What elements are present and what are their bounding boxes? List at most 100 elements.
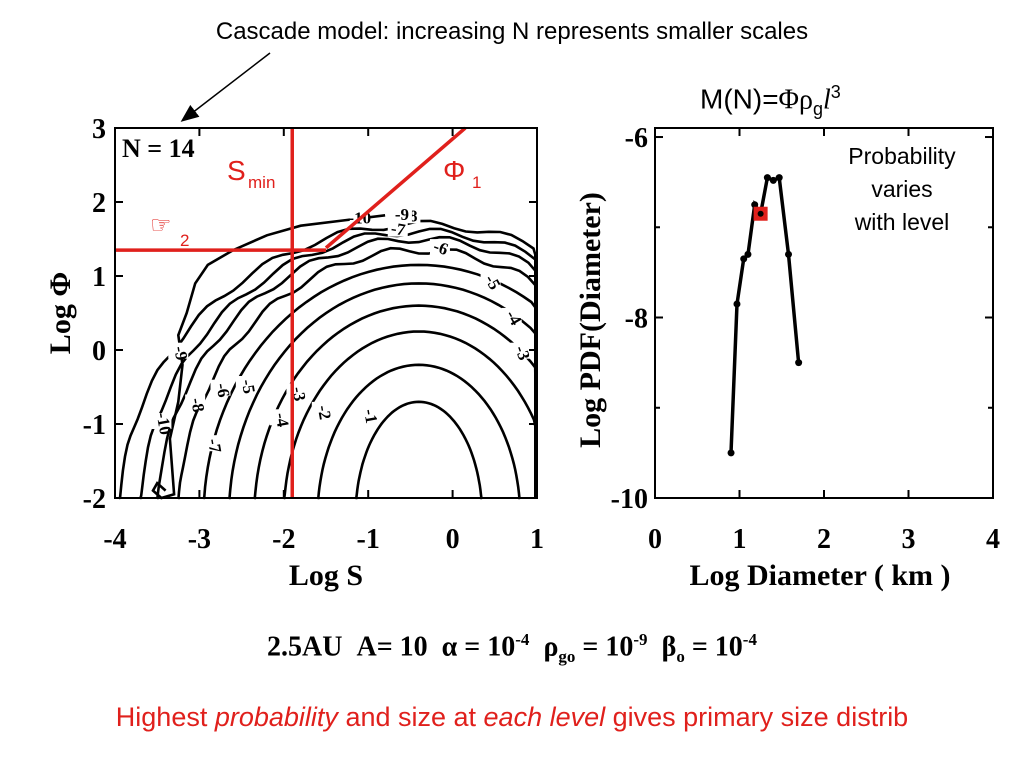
contour-label-bg [387,220,408,237]
contour-ylabel: Log Φ [44,272,77,354]
param-beta-eq: = 10 [684,631,743,663]
contour-ytick-label: 1 [92,262,106,293]
param-beta: β [661,631,677,663]
contour-label: -2 [314,404,335,421]
contour-xtick-label: -2 [272,524,295,555]
param-beta-exp: -4 [742,630,757,649]
contour-label-bg [185,394,206,411]
formula-prefix: M(N)= [700,83,779,115]
caption-arrow-line [180,52,271,122]
contour-ytick-label: -1 [83,410,106,441]
contour-xtick-label: 0 [446,524,460,555]
prob-note-line1: Probability [848,143,956,169]
contour-label-bg [501,307,522,324]
contour-label-bg [202,435,223,452]
phi1-label: Φ [443,155,465,186]
pdf-highlight-point [757,210,764,217]
contour-outer-boundary [151,214,386,500]
contour-label-bg [358,405,379,422]
pdf-point [733,300,741,308]
param-alpha: α = 10 [441,631,516,663]
contour-line [317,363,521,500]
top-caption: Cascade model: increasing N represents s… [215,18,809,45]
pdf-ytick-label: -8 [625,304,648,335]
contour-label-bg [168,342,189,359]
pdf-ticks: 0 1 2 3 4 -6 -8 -10 [611,123,1000,555]
param-au: 2.5AU [267,631,343,663]
pdf-point [769,176,777,184]
pdf-chart: 0 1 2 3 4 -6 -8 -10 Log Diameter ( km ) Log PDF… [574,123,1000,592]
contour-label: -7 [204,437,225,455]
pdf-ytick-label: -10 [611,484,648,515]
param-beta-sub: o [676,646,685,666]
pdf-xtick-label: 1 [733,524,747,555]
contour-line [355,400,483,500]
contour-label: -8 [187,396,208,413]
pdf-point [785,250,793,258]
pdf-frame [654,127,994,499]
contour-ytick-label: -2 [83,484,106,515]
pdf-xlabel: Log Diameter ( km ) [689,559,950,592]
pdf-ytick-label: -6 [625,123,648,154]
pdf-point [775,174,783,182]
footer-part3: and size at [337,702,484,732]
pdf-point [740,255,748,263]
contour-label: -9 [170,345,191,362]
smin-label: S [227,155,246,186]
contour-label-bg [510,342,531,359]
contour-label-bg [480,272,501,289]
contour-ytick-label: 2 [92,188,106,219]
contour-xtick-label: -3 [188,524,211,555]
probability-note: Probability varies with level [812,140,992,239]
phi1-line [324,126,467,250]
formula-l: l [823,84,831,116]
contour-label: -6 [431,236,451,259]
mass-formula: M(N)=Φρgl3 [700,82,841,120]
parameters-line: 2.5AU A= 10 α = 10-4 ρgo = 10-9 βo = 10-… [0,630,1024,667]
footer-part4: each level [483,702,606,732]
contour-label: -9 [395,205,409,224]
contour-label: -1 [360,408,381,425]
pdf-xtick-label: 4 [986,524,1000,555]
contour-ytick-label: 0 [92,336,106,367]
phi1-sub: 1 [472,173,481,192]
contour-chart: -1-2-3-4-5-6-7-8-9-10-5-4-3-6-7-8-9-10 S… [44,114,544,592]
pdf-ylabel: Log PDF(Diameter) [574,192,607,448]
param-rho-sub: go [558,646,576,666]
formula-sup: 3 [830,82,841,102]
contour-label-bg [210,379,231,396]
contour-label: -5 [238,378,259,395]
pdf-point [763,174,771,182]
contour-label-bg [151,413,172,429]
contour-line [282,330,537,500]
param-alpha-exp: -4 [515,630,530,649]
prob-note-line2: varies [871,176,933,202]
contour-xlabel: Log S [289,559,363,592]
contour-ytick-label: 3 [92,114,106,145]
pdf-point [795,359,803,367]
contour-xtick-label: 1 [530,524,544,555]
param-rho-exp: -9 [633,630,648,649]
contour-label: -6 [212,382,233,399]
footer-part1: Highest [115,702,215,732]
param-rho: ρ [543,631,559,663]
pdf-xtick-label: 0 [648,524,662,555]
footer-part5: gives primary size distrib [605,702,909,732]
contour-label: -10 [153,411,176,437]
contour-label: -7 [390,219,408,240]
pdf-point [727,449,735,457]
pdf-series [727,174,803,457]
phi2-sub: 2 [180,231,189,250]
param-rho-eq: = 10 [575,631,634,663]
contour-label-bg [391,205,412,222]
pdf-xtick-label: 2 [817,524,831,555]
contour-xtick-label: -4 [103,524,126,555]
contour-frame [114,127,538,499]
pdf-point [751,201,759,209]
contour-panel-label: N = 14 [122,134,195,163]
contour-label: -4 [271,411,292,429]
phi2-label: ☞ [150,212,172,239]
